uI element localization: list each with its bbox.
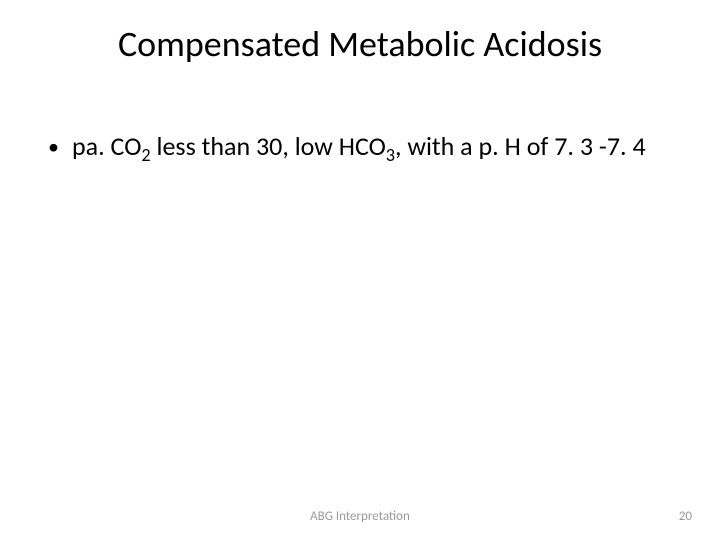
subscript-1: 2: [141, 144, 150, 166]
bullet-item: • pa. CO2 less than 30, low HCO3, with a…: [48, 130, 672, 164]
footer-text: ABG Interpretation: [0, 509, 720, 524]
slide-body: • pa. CO2 less than 30, low HCO3, with a…: [48, 130, 672, 164]
subscript-2: 3: [386, 144, 395, 166]
bullet-text: pa. CO2 less than 30, low HCO3, with a p…: [72, 130, 672, 164]
text-seg-2: less than 30, low HCO: [151, 130, 386, 162]
page-number: 20: [679, 509, 692, 524]
slide-title: Compensated Metabolic Acidosis: [0, 22, 720, 66]
text-seg-3: , with a p. H of 7. 3 -7. 4: [395, 130, 646, 162]
text-seg-1: pa. CO: [72, 130, 141, 162]
bullet-marker: •: [48, 130, 72, 163]
